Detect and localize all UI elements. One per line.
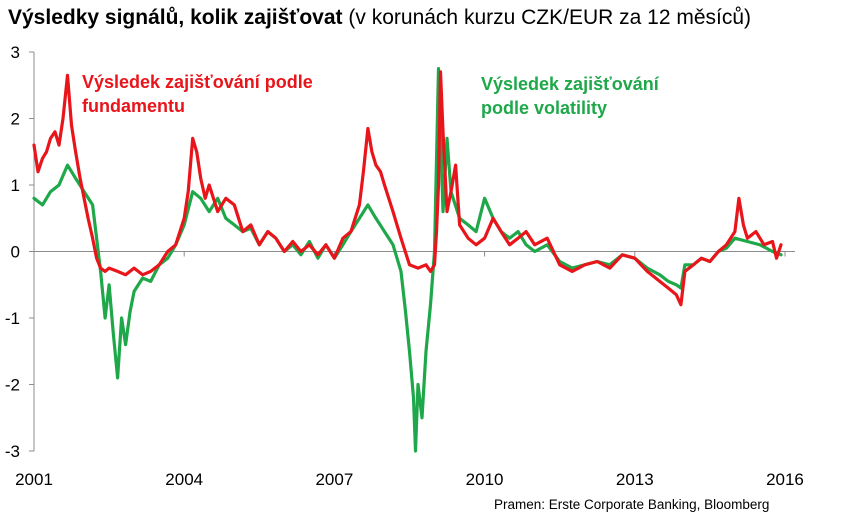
annotation-line: fundamentu <box>82 96 185 116</box>
chart-axes: 3 2 1 0 -1 -2 -3 2001 2004 2007 2010 2013 2016 <box>5 43 804 489</box>
y-tick-label: -2 <box>5 376 20 395</box>
y-tick-label: -3 <box>5 442 20 461</box>
x-tick-label: 2013 <box>616 470 654 489</box>
annotation-fundament: Výsledek zajišťování podle fundamentu <box>82 72 313 116</box>
x-tick-label: 2007 <box>315 470 353 489</box>
chart-title-bold: Výsledky signálů, kolik zajišťovat <box>8 6 343 29</box>
y-tick-label: 1 <box>11 176 20 195</box>
chart-title-subtitle: (v korunách kurzu CZK/EUR za 12 měsíců) <box>348 6 752 29</box>
chart-series <box>32 66 783 453</box>
annotation-line: Výsledek zajišťování <box>481 74 660 94</box>
y-tick-label: -1 <box>5 309 20 328</box>
chart-annotations: Výsledek zajišťování podle fundamentuVýsl… <box>82 72 660 118</box>
chart-title: Výsledky signálů, kolik zajišťovat (v ko… <box>8 6 751 30</box>
y-tick-label: 3 <box>11 43 20 62</box>
y-tick-label: 2 <box>11 110 20 129</box>
x-tick-label: 2001 <box>15 470 53 489</box>
annotation-line: podle volatility <box>481 98 607 118</box>
annotation-volatility: Výsledek zajišťování podle volatility <box>481 74 660 118</box>
annotation-line: Výsledek zajišťování podle <box>82 72 313 92</box>
x-tick-label: 2016 <box>766 470 804 489</box>
source-note: Pramen: Erste Corporate Banking, Bloombe… <box>494 497 770 512</box>
y-tick-label: 0 <box>11 243 20 262</box>
x-tick-label: 2010 <box>466 470 504 489</box>
x-tick-label: 2004 <box>165 470 203 489</box>
series-line-fundament <box>32 70 783 307</box>
